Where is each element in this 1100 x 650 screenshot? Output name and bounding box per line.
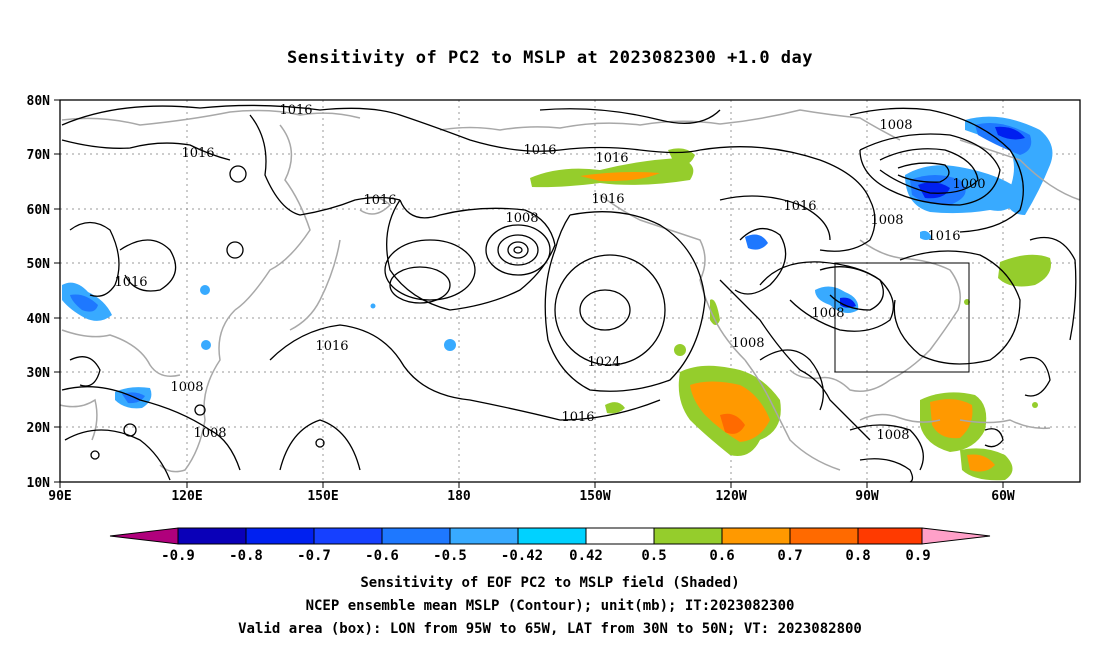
colorbar-segment xyxy=(857,527,923,545)
contour-label: 1016 xyxy=(561,410,594,425)
colorbar-label: -0.42 xyxy=(501,548,543,564)
mslp-contours xyxy=(61,104,1077,483)
colorbar-left-arrow xyxy=(109,527,179,545)
colorbar-label: 0.5 xyxy=(641,548,666,564)
lat-tick-label: 60N xyxy=(27,203,51,218)
lon-tick-label: 120E xyxy=(171,489,202,504)
colorbar-labels: -0.9 -0.8 -0.7 -0.6 -0.5 -0.42 0.42 0.5 … xyxy=(161,548,931,564)
colorbar-label: -0.8 xyxy=(229,548,263,564)
plot-title: Sensitivity of PC2 to MSLP at 2023082300… xyxy=(286,48,813,68)
longitude-labels: 90E 120E 150E 180 150W 120W 90W 60W xyxy=(48,489,1015,504)
lat-tick-label: 70N xyxy=(27,148,51,163)
contour-label: 1008 xyxy=(505,211,538,226)
contour-label: 1016 xyxy=(783,199,816,214)
contour-label: 1008 xyxy=(870,213,903,228)
contour-label: 1008 xyxy=(170,380,203,395)
lon-tick-label: 90E xyxy=(48,489,71,504)
colorbar-segment xyxy=(449,527,519,545)
colorbar-segment xyxy=(313,527,383,545)
contour-label: 1016 xyxy=(523,143,556,158)
contour-label: 1000 xyxy=(952,177,985,192)
contour-label: 1016 xyxy=(595,151,628,166)
colorbar-label: -0.7 xyxy=(297,548,331,564)
lat-tick-label: 50N xyxy=(27,257,51,272)
colorbar xyxy=(109,527,991,545)
colorbar-label: -0.9 xyxy=(161,548,195,564)
colorbar-label: 0.8 xyxy=(845,548,870,564)
lat-tick-label: 30N xyxy=(27,366,51,381)
colorbar-label: 0.42 xyxy=(569,548,603,564)
colorbar-segment xyxy=(585,527,655,545)
contour-label: 1008 xyxy=(876,428,909,443)
contour-label: 1016 xyxy=(279,103,312,118)
colorbar-label: 0.6 xyxy=(709,548,734,564)
colorbar-segment xyxy=(789,527,859,545)
lat-tick-label: 40N xyxy=(27,312,51,327)
contour-label: 1008 xyxy=(193,426,226,441)
lon-tick-label: 120W xyxy=(715,489,746,504)
contour-label: 1016 xyxy=(315,339,348,354)
axis-ticks xyxy=(54,99,1004,488)
lat-tick-label: 80N xyxy=(27,94,51,109)
lon-tick-label: 150W xyxy=(579,489,610,504)
contour-label: 1024 xyxy=(587,355,620,370)
map-frame xyxy=(59,99,1081,483)
colorbar-segment xyxy=(653,527,723,545)
colorbar-label: -0.5 xyxy=(433,548,467,564)
contour-label: 1008 xyxy=(879,118,912,133)
colorbar-label: 0.9 xyxy=(905,548,930,564)
lat-tick-label: 10N xyxy=(27,476,51,491)
contour-label: 1016 xyxy=(114,275,147,290)
contour-label: 1016 xyxy=(927,229,960,244)
lon-tick-label: 150E xyxy=(307,489,338,504)
contour-label: 1008 xyxy=(811,306,844,321)
colorbar-segment xyxy=(721,527,791,545)
colorbar-segment xyxy=(245,527,315,545)
coastlines xyxy=(59,109,1081,473)
colorbar-segment xyxy=(381,527,451,545)
colorbar-label: 0.7 xyxy=(777,548,802,564)
lat-tick-label: 20N xyxy=(27,421,51,436)
caption-line-3: Valid area (box): LON from 95W to 65W, L… xyxy=(238,621,862,637)
lon-tick-label: 180 xyxy=(447,489,471,504)
latitude-labels: 80N 70N 60N 50N 40N 30N 20N 10N xyxy=(27,94,51,491)
colorbar-label: -0.6 xyxy=(365,548,399,564)
contour-label: 1016 xyxy=(363,193,396,208)
colorbar-segment xyxy=(517,527,587,545)
contour-label: 1016 xyxy=(591,192,624,207)
colorbar-segment xyxy=(177,527,247,545)
contour-labels: 1016 1016 1016 1016 1016 1016 1008 1016 … xyxy=(114,103,985,443)
caption-line-2: NCEP ensemble mean MSLP (Contour); unit(… xyxy=(305,598,795,614)
map-area xyxy=(60,100,1080,482)
colorbar-right-arrow xyxy=(921,527,991,545)
sensitivity-shading xyxy=(62,116,1053,481)
caption-line-1: Sensitivity of EOF PC2 to MSLP field (Sh… xyxy=(360,575,740,591)
contour-label: 1016 xyxy=(181,146,214,161)
valid-area-box xyxy=(834,262,970,373)
lon-tick-label: 90W xyxy=(855,489,879,504)
contour-label: 1008 xyxy=(731,336,764,351)
lon-tick-label: 60W xyxy=(991,489,1015,504)
